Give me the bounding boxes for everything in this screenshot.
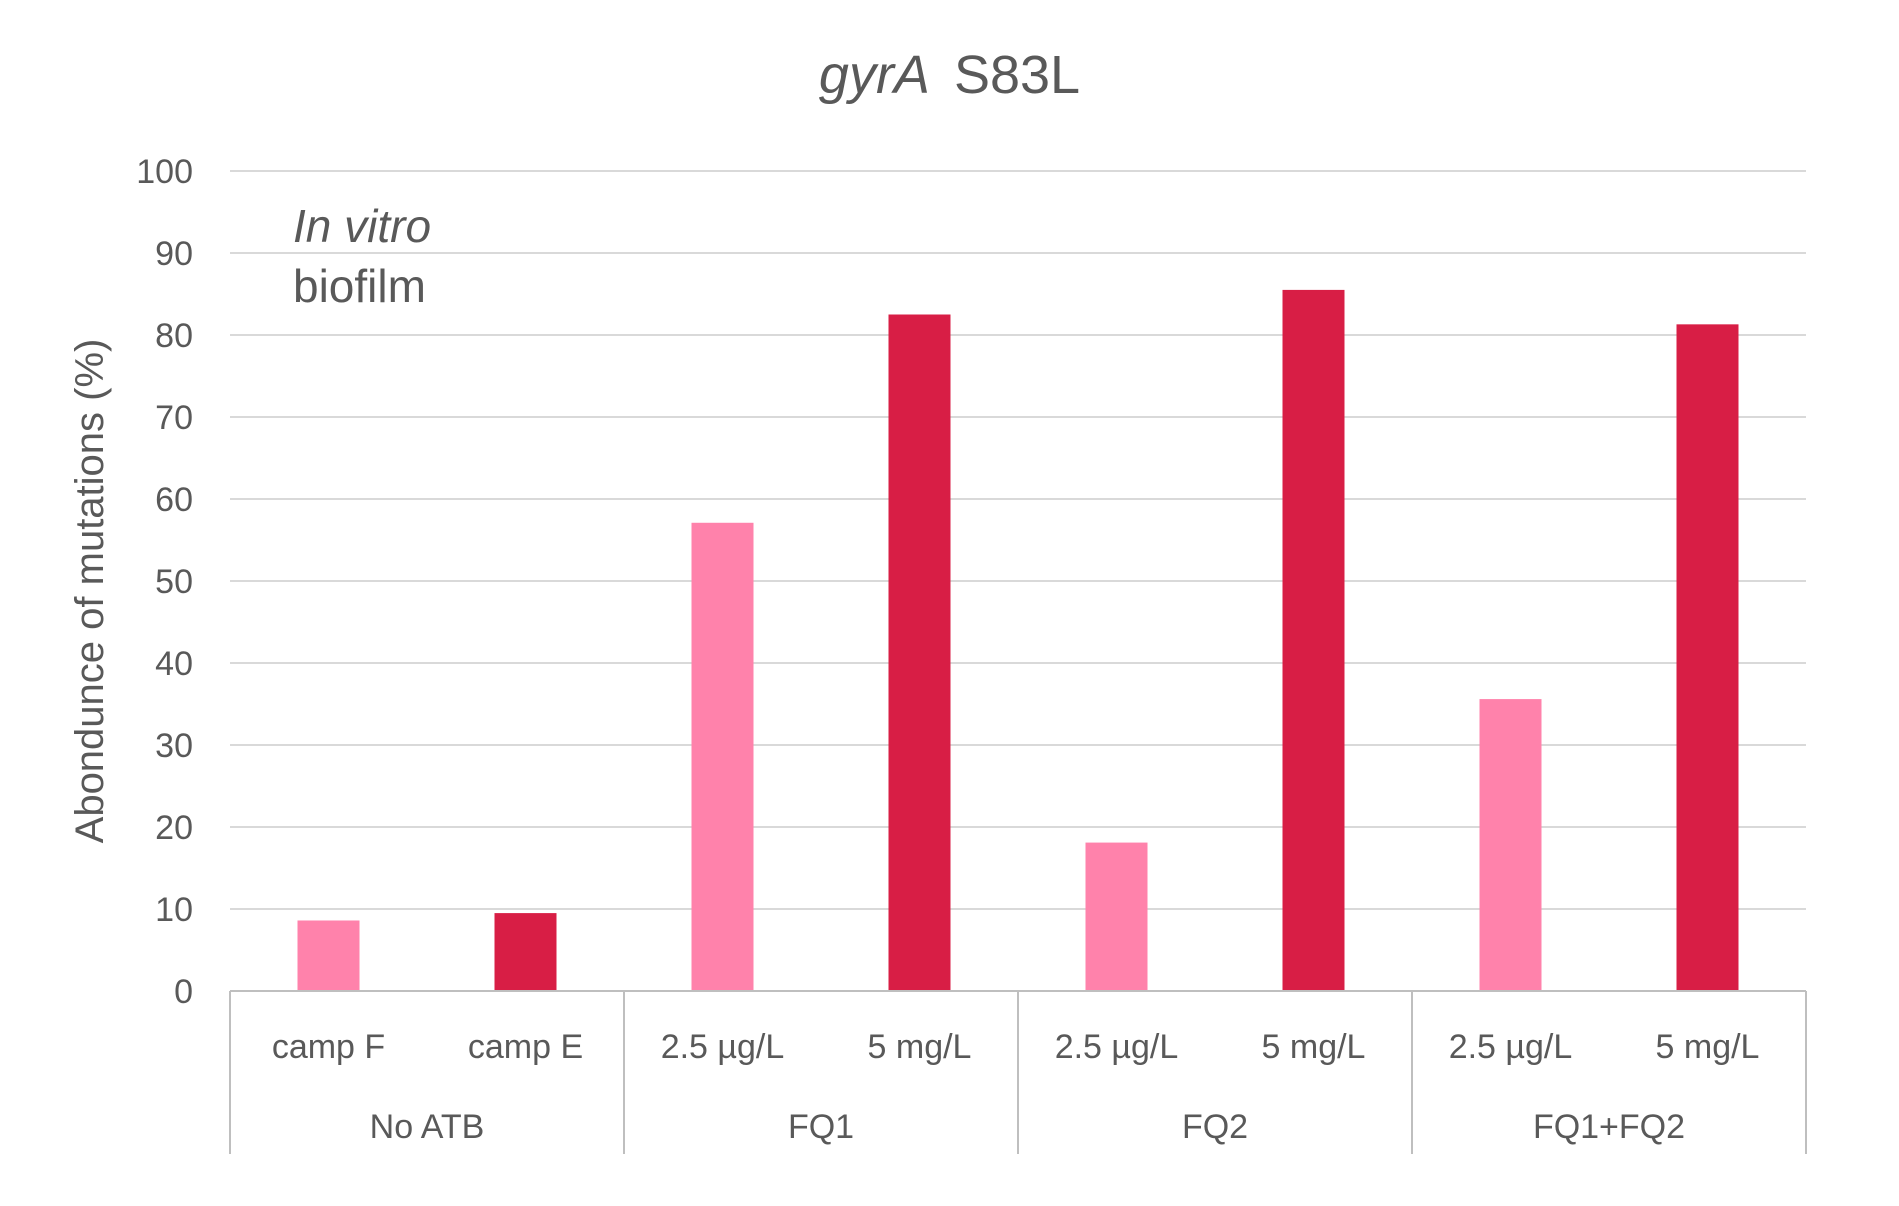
y-axis-label: Abondunce of mutations (%) <box>68 339 112 844</box>
bar <box>494 913 557 991</box>
bar <box>888 314 951 991</box>
chart-title: gyrA S83L <box>0 44 1899 106</box>
y-tick-label: 80 <box>155 317 193 355</box>
group-label: No ATB <box>370 1108 485 1146</box>
bar <box>1479 699 1542 991</box>
x-tick-label: 5 mg/L <box>868 1028 972 1066</box>
x-tick-label: camp F <box>272 1028 385 1066</box>
y-tick-label: 100 <box>136 153 193 191</box>
x-tick-label: 2.5 µg/L <box>661 1028 785 1066</box>
bar <box>691 522 754 991</box>
annotation-line-1: In vitro <box>293 200 432 252</box>
bar <box>297 920 360 991</box>
y-tick-label: 50 <box>155 563 193 601</box>
x-tick-label: camp E <box>468 1028 583 1066</box>
group-label: FQ2 <box>1182 1108 1248 1146</box>
y-tick-label: 40 <box>155 645 193 683</box>
y-tick-label: 20 <box>155 809 193 847</box>
chart-title-mutation: S83L <box>953 45 1081 105</box>
chart-annotation: In vitro biofilm <box>293 196 431 316</box>
chart-title-gene: gyrA <box>818 45 930 105</box>
y-tick-label: 60 <box>155 481 193 519</box>
bar <box>1282 289 1345 991</box>
y-tick-label: 0 <box>174 973 193 1011</box>
group-label: FQ1 <box>788 1108 854 1146</box>
x-tick-label: 5 mg/L <box>1262 1028 1366 1066</box>
annotation-line-2: biofilm <box>293 260 426 312</box>
x-tick-label: 2.5 µg/L <box>1055 1028 1179 1066</box>
bar <box>1676 324 1739 992</box>
x-tick-label: 5 mg/L <box>1656 1028 1760 1066</box>
y-tick-label: 70 <box>155 399 193 437</box>
bar <box>1085 842 1148 991</box>
y-tick-label: 10 <box>155 891 193 929</box>
y-tick-label: 30 <box>155 727 193 765</box>
x-tick-label: 2.5 µg/L <box>1449 1028 1573 1066</box>
y-tick-label: 90 <box>155 235 193 273</box>
group-label: FQ1+FQ2 <box>1533 1108 1685 1146</box>
